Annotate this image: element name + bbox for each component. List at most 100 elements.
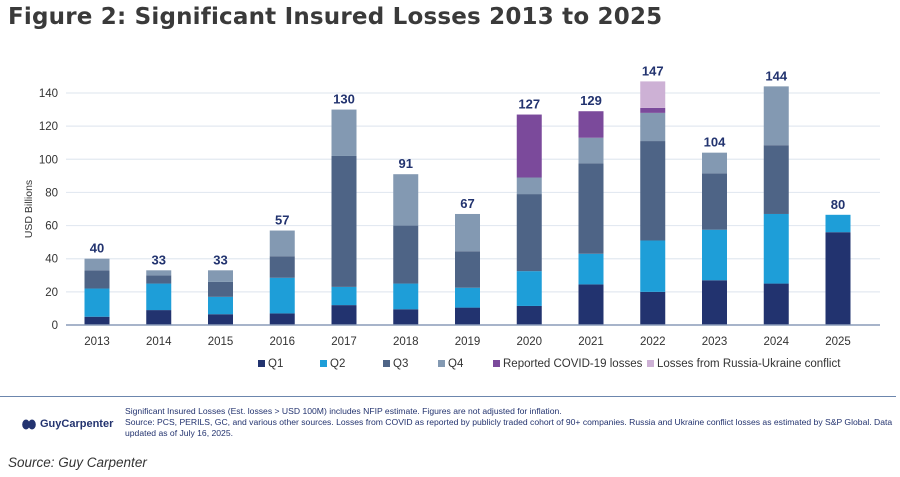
bar-segment-q4 <box>455 213 480 252</box>
total-label: 33 <box>213 252 227 267</box>
x-tick-label: 2020 <box>516 336 542 348</box>
bar-segment-q3 <box>455 251 480 288</box>
stacked-bar-chart: 0 20 40 60 80 100 120 140 USD Billions 40 2013 33 20… <box>23 63 880 370</box>
y-tick-label: 140 <box>39 88 58 100</box>
legend-label: Q1 <box>268 358 283 370</box>
bar-segment-q2 <box>455 287 480 308</box>
bar-segment-reported-covid-19-losses <box>578 111 604 138</box>
bar-segment-q4 <box>702 152 727 174</box>
bar-segment-q2 <box>393 283 419 310</box>
bar-segment-q1 <box>455 307 480 325</box>
bar-segment-q4 <box>84 258 110 271</box>
legend-swatch <box>320 360 327 367</box>
bar-segment-q3 <box>269 256 295 278</box>
y-tick-label: 60 <box>45 221 58 233</box>
legend-label: Reported COVID-19 losses <box>503 358 643 370</box>
bar-segment-q3 <box>146 275 172 284</box>
legend-label: Q4 <box>448 358 464 370</box>
bar-segment-q4 <box>578 137 604 164</box>
bar-segment-q1 <box>640 291 666 325</box>
x-tick-label: 2021 <box>578 336 604 348</box>
bar-segment-q3 <box>208 281 233 297</box>
footnote-2: Source: PCS, PERILS, GC, and various oth… <box>125 417 893 438</box>
total-label: 147 <box>642 63 664 78</box>
total-label: 129 <box>580 93 602 108</box>
bar-segment-q3 <box>393 225 419 284</box>
bar-segment-q1 <box>393 309 419 325</box>
legend-label: Losses from Russia-Ukraine conflict <box>657 358 841 370</box>
x-tick-label: 2016 <box>269 336 295 348</box>
bar-segment-q3 <box>516 194 542 272</box>
x-tick-label: 2019 <box>455 336 481 348</box>
total-label: 80 <box>831 197 845 212</box>
bar-segment-q2 <box>84 288 110 317</box>
total-label: 40 <box>90 241 104 256</box>
x-tick-label: 2013 <box>84 336 110 348</box>
bar-segment-q1 <box>578 284 604 325</box>
legend-label: Q3 <box>393 358 408 370</box>
bar-segment-q1 <box>269 313 295 325</box>
bar-segment-q3 <box>84 270 110 289</box>
bar-segment-q1 <box>146 310 172 325</box>
bar-segment-q4 <box>393 174 419 226</box>
bar-segment-q2 <box>331 286 357 306</box>
bar-segment-q1 <box>331 305 357 325</box>
guy-carpenter-logo: GuyCarpenter <box>22 418 113 430</box>
x-tick-label: 2017 <box>331 336 357 348</box>
y-tick-label: 40 <box>45 254 58 266</box>
x-tick-label: 2018 <box>393 336 419 348</box>
bar-segment-q1 <box>84 316 110 325</box>
y-tick-label: 20 <box>45 287 58 299</box>
footnotes: Significant Insured Losses (Est. losses … <box>125 406 895 439</box>
bar-segment-q1 <box>516 305 542 325</box>
chart-title: Figure 2: Significant Insured Losses 201… <box>8 4 663 30</box>
bar-segment-q3 <box>702 173 727 230</box>
source-caption: Source: Guy Carpenter <box>8 455 147 470</box>
y-tick-label: 100 <box>39 154 58 166</box>
bar-segment-q1 <box>763 283 789 325</box>
bar-segment-q2 <box>825 214 851 233</box>
total-label: 67 <box>460 196 474 211</box>
x-tick-label: 2015 <box>208 336 234 348</box>
bar-segment-q2 <box>578 253 604 285</box>
divider <box>0 396 896 397</box>
bar-segment-q2 <box>146 283 172 311</box>
total-label: 33 <box>152 252 166 267</box>
legend-swatch <box>493 360 500 367</box>
y-tick-label: 80 <box>45 187 58 199</box>
bar-segment-losses-from-russia-ukraine-conflict <box>640 81 666 108</box>
bar-segment-q2 <box>208 296 233 315</box>
x-tick-label: 2024 <box>763 336 789 348</box>
bar-segment-q3 <box>578 163 604 254</box>
bar-segment-q3 <box>763 145 789 214</box>
bar-segment-q2 <box>640 240 666 292</box>
total-label: 130 <box>333 92 355 107</box>
bar-segment-q4 <box>331 109 357 156</box>
bar-segment-q4 <box>208 270 233 282</box>
bar-segment-q2 <box>516 271 542 306</box>
bar-segment-reported-covid-19-losses <box>640 107 666 113</box>
x-tick-label: 2023 <box>702 336 728 348</box>
bar-segment-q2 <box>763 213 789 284</box>
bar-segment-q2 <box>702 229 727 281</box>
legend-swatch <box>258 360 265 367</box>
x-tick-label: 2025 <box>825 336 851 348</box>
total-label: 91 <box>399 156 413 171</box>
bar-segment-q2 <box>269 277 295 314</box>
x-tick-label: 2014 <box>146 336 172 348</box>
y-tick-label: 0 <box>52 320 58 332</box>
bar-segment-q4 <box>516 177 542 195</box>
total-label: 144 <box>765 68 787 83</box>
bar-segment-q4 <box>269 230 295 257</box>
total-label: 104 <box>704 135 726 150</box>
bar-segment-q4 <box>146 270 172 276</box>
footnote-1: Significant Insured Losses (Est. losses … <box>125 406 562 416</box>
bar-segment-q1 <box>825 232 851 325</box>
bar-segment-q4 <box>640 112 666 142</box>
bar-segment-q3 <box>331 155 357 287</box>
logo-icon <box>22 419 36 429</box>
total-label: 127 <box>518 97 540 112</box>
bar-segment-reported-covid-19-losses <box>516 114 542 178</box>
y-axis-label: USD Billions <box>23 180 35 238</box>
total-label: 57 <box>275 213 289 228</box>
